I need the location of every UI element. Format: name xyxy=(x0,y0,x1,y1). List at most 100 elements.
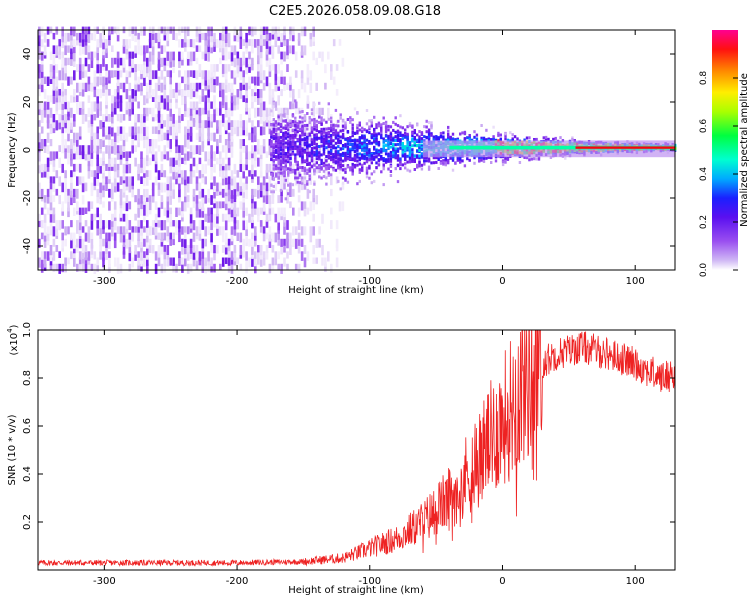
spectrogram-noise-cell xyxy=(184,188,187,197)
spectrogram-noise-cell xyxy=(213,251,216,261)
spectrogram-noise-cell xyxy=(146,207,149,217)
spectrogram-noise-cell xyxy=(143,195,146,205)
spectrogram-signal-cell xyxy=(270,190,273,194)
spectrogram-signal-cell xyxy=(389,154,393,158)
spectrogram-signal-cell xyxy=(373,151,376,155)
spectrogram-signal-cell xyxy=(353,107,357,111)
spectrogram-noise-cell xyxy=(213,32,216,42)
spectrogram-noise-cell xyxy=(125,163,129,174)
spectrogram-noise-cell xyxy=(192,120,196,127)
spectrogram-noise-cell xyxy=(58,45,61,55)
spectrogram-noise-cell xyxy=(99,39,102,48)
spectrogram-y-tick-label: -20 xyxy=(22,190,33,206)
spectrogram-noise-cell xyxy=(49,70,53,80)
spectrogram-noise-cell xyxy=(67,132,70,142)
spectrogram-noise-cell xyxy=(76,82,79,93)
spectrogram-noise-cell xyxy=(254,170,257,177)
spectrogram-noise-cell xyxy=(49,51,53,61)
spectrogram-noise-cell xyxy=(78,176,82,185)
spectrogram-noise-cell xyxy=(268,120,272,129)
spectrogram-signal-cell xyxy=(339,116,342,120)
spectrogram-noise-cell xyxy=(81,238,85,247)
spectrogram-signal-cell xyxy=(373,130,376,134)
spectrogram-noise-cell xyxy=(184,226,187,233)
spectrogram-noise-cell xyxy=(221,95,225,106)
spectrogram-noise-cell xyxy=(128,57,132,67)
spectrogram-noise-cell xyxy=(116,163,120,171)
spectrogram-noise-cell xyxy=(43,107,47,118)
spectrogram-noise-cell xyxy=(49,220,53,230)
spectrogram-noise-cell xyxy=(300,251,304,261)
spectrogram-noise-cell xyxy=(178,145,181,153)
spectrogram-signal-cell xyxy=(411,159,414,163)
spectrogram-noise-cell xyxy=(84,232,88,242)
spectrogram-signal-cell xyxy=(349,147,352,151)
spectrogram-noise-cell xyxy=(157,245,161,254)
spectrogram-signal-cell xyxy=(358,121,361,125)
spectrogram-signal-cell xyxy=(408,151,412,155)
spectrogram-noise-cell xyxy=(178,157,181,167)
spectrogram-noise-cell xyxy=(140,70,143,80)
spectrogram-noise-cell xyxy=(73,57,76,67)
spectrogram-noise-cell xyxy=(64,32,67,43)
spectrogram-noise-cell xyxy=(204,101,207,110)
spectrogram-noise-cell xyxy=(52,70,56,79)
spectrogram-noise-cell xyxy=(239,64,243,72)
spectrogram-noise-cell xyxy=(119,145,123,155)
spectrogram-signal-cell xyxy=(315,125,318,129)
spectrogram-noise-cell xyxy=(76,107,79,115)
spectrogram-noise-cell xyxy=(210,82,213,93)
spectrogram-signal-cell xyxy=(310,153,314,157)
spectrogram-signal-cell xyxy=(387,147,390,150)
spectrogram-noise-cell xyxy=(38,70,41,79)
spectrogram-noise-cell xyxy=(172,64,175,73)
spectrogram-noise-cell xyxy=(146,45,149,54)
spectrogram-signal-cell xyxy=(306,163,309,166)
spectrogram-noise-cell xyxy=(40,220,44,229)
spectrogram-noise-cell xyxy=(257,51,260,61)
spectrogram-noise-cell xyxy=(257,39,260,46)
spectrogram-signal-cell xyxy=(318,115,321,119)
spectrogram-noise-cell xyxy=(64,238,67,247)
spectrogram-noise-cell xyxy=(292,26,295,36)
spectrogram-signal-cell xyxy=(277,149,280,153)
spectrogram-signal-cell xyxy=(337,151,340,155)
spectrogram-noise-cell xyxy=(198,182,202,192)
spectrogram-noise-cell xyxy=(254,157,257,168)
spectrogram-signal-cell xyxy=(332,139,335,143)
spectrogram-noise-cell xyxy=(332,76,336,85)
spectrogram-noise-cell xyxy=(134,70,137,81)
spectrogram-noise-cell xyxy=(140,151,143,159)
spectrogram-signal-cell xyxy=(349,157,352,161)
spectrogram-noise-cell xyxy=(76,95,79,102)
spectrogram-noise-cell xyxy=(221,82,225,90)
spectrogram-signal-cell xyxy=(325,167,328,171)
spectrogram-noise-cell xyxy=(151,126,155,134)
spectrogram-noise-cell xyxy=(189,251,193,259)
spectrogram-noise-cell xyxy=(201,207,205,218)
snr-x-tick-label: 0 xyxy=(499,576,505,587)
spectrogram-signal-cell xyxy=(296,176,299,180)
spectrogram-noise-cell xyxy=(102,57,105,67)
spectrogram-signal-cell xyxy=(361,130,364,134)
spectrogram-noise-cell xyxy=(289,201,292,209)
spectrogram-noise-cell xyxy=(315,238,318,248)
spectrogram-noise-cell xyxy=(207,188,210,199)
spectrogram-signal-cell xyxy=(294,153,297,157)
spectrogram-noise-cell xyxy=(251,257,254,267)
spectrogram-signal-cell xyxy=(365,146,369,150)
spectrogram-signal-cell xyxy=(363,157,366,161)
spectrogram-noise-cell xyxy=(49,182,53,190)
spectrogram-noise-cell xyxy=(251,251,254,259)
spectrogram-noise-cell xyxy=(175,263,178,273)
spectrogram-signal-cell xyxy=(301,149,304,153)
spectrogram-noise-cell xyxy=(143,120,146,128)
spectrogram-signal-cell xyxy=(282,148,285,152)
spectrogram-noise-cell xyxy=(321,257,324,266)
spectrogram-noise-cell xyxy=(178,251,181,259)
spectrogram-noise-cell xyxy=(297,220,301,230)
spectrogram-noise-cell xyxy=(131,257,134,268)
spectrogram-signal-cell xyxy=(473,161,476,165)
spectrogram-noise-cell xyxy=(286,51,289,60)
spectrogram-signal-cell xyxy=(351,142,354,146)
